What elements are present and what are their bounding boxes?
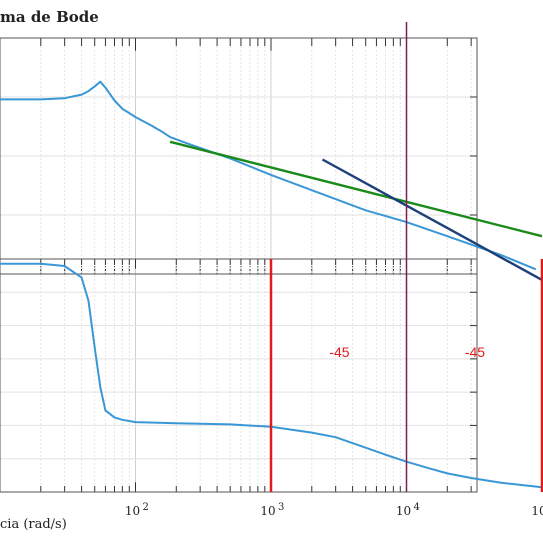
chart-title: ma de Bode [0,8,99,26]
phase-grid [0,259,477,492]
phase-annotation: -45 [465,344,485,360]
x-axis-label: cia (rad/s) [0,517,67,532]
phase-axes-frame [0,259,477,492]
x-tick-exponent: 2 [143,502,149,513]
asymptote_navy-line [323,160,543,286]
x-tick-exponent: 3 [278,502,284,513]
x-tick-exponent: 4 [414,502,420,513]
x-tick-label: 10 [260,504,275,518]
phase-annotation: -45 [329,344,349,360]
x-tick-label: 10 [531,504,543,518]
x-tick-labels: 102103104105 [125,502,543,518]
response-curve [0,82,536,270]
x-tick-label: 10 [125,504,140,518]
x-tick-label: 10 [396,504,411,518]
magnitude-grid [0,38,477,274]
